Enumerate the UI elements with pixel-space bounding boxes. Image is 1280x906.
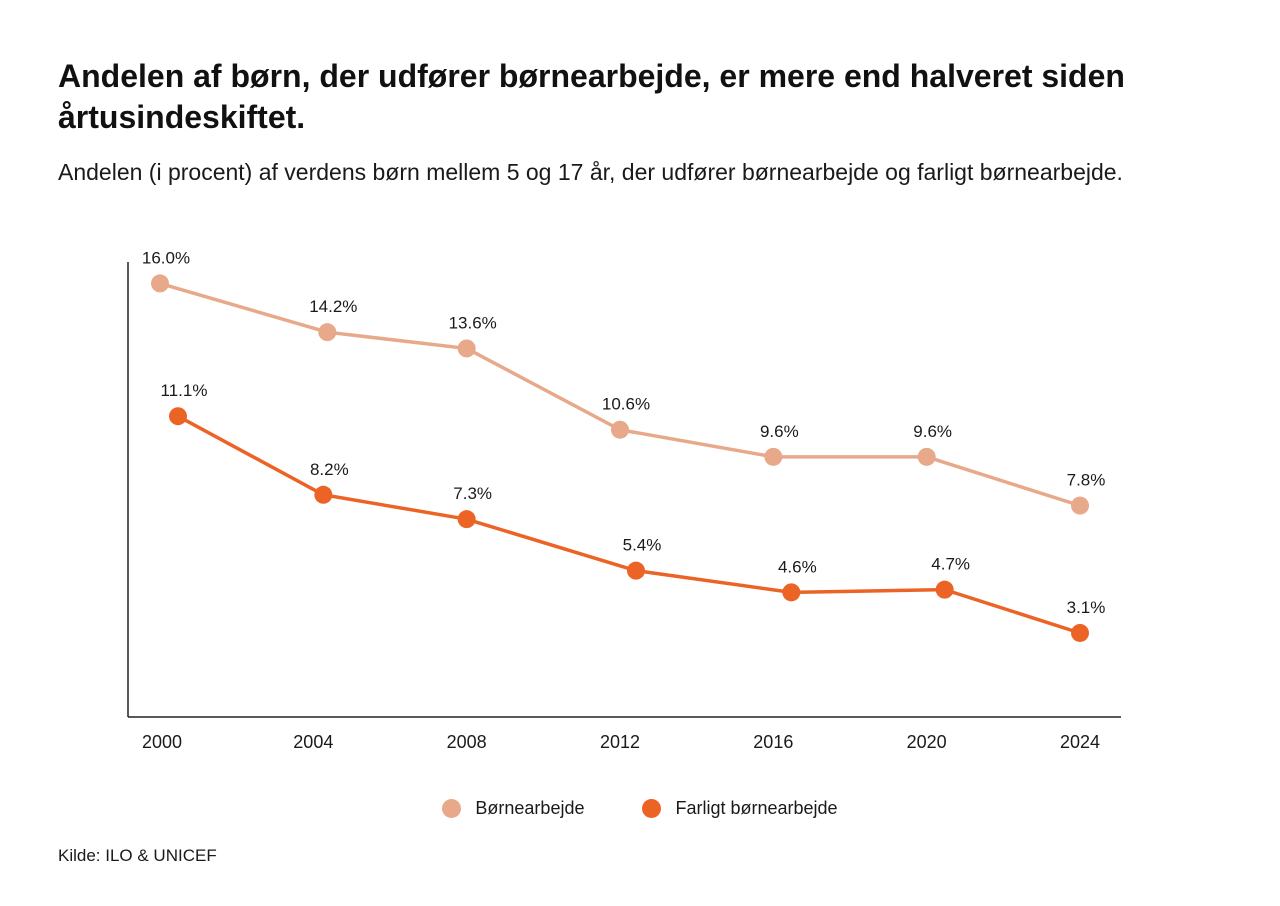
series-points bbox=[151, 274, 1089, 642]
series-lines bbox=[159, 281, 1081, 635]
x-tick-label: 2000 bbox=[142, 732, 182, 752]
data-point bbox=[1071, 496, 1089, 515]
legend: Børnearbejde Farligt børnearbejde bbox=[0, 798, 1280, 819]
x-tick-labels: 2000 2004 2008 2012 2016 2020 2024 bbox=[142, 732, 1100, 752]
data-label: 7.8% bbox=[1067, 471, 1106, 490]
data-label: 5.4% bbox=[623, 536, 662, 555]
data-point bbox=[151, 274, 169, 293]
source-note: Kilde: ILO & UNICEF bbox=[58, 846, 217, 865]
data-point bbox=[611, 420, 629, 439]
data-point bbox=[457, 510, 476, 529]
line-chart: 16.0% 14.2% 13.6% 10.6% 9.6% 9.6% 7.8% 11.1% 8.2… bbox=[127, 248, 1121, 752]
data-label: 3.1% bbox=[1067, 598, 1106, 617]
data-point bbox=[169, 407, 187, 426]
legend-label: Børnearbejde bbox=[475, 798, 585, 818]
data-label: 8.2% bbox=[310, 460, 349, 479]
data-label: 9.6% bbox=[760, 422, 799, 441]
legend-label: Farligt børnearbejde bbox=[675, 798, 838, 818]
data-label: 9.6% bbox=[913, 422, 952, 441]
data-point bbox=[457, 339, 476, 358]
data-point bbox=[627, 561, 645, 580]
chart-title: Andelen af børn, der udfører børnearbejd… bbox=[58, 58, 1125, 135]
data-label: 4.6% bbox=[778, 557, 817, 576]
data-label: 10.6% bbox=[602, 395, 650, 414]
legend-item-farligt: Farligt børnearbejde bbox=[642, 798, 838, 819]
x-tick-label: 2024 bbox=[1060, 732, 1100, 752]
data-point bbox=[782, 583, 801, 602]
x-tick-label: 2004 bbox=[293, 732, 333, 752]
chart-subtitle: Andelen (i procent) af verdens børn mell… bbox=[58, 159, 1123, 185]
x-tick-label: 2012 bbox=[600, 732, 640, 752]
data-point bbox=[764, 447, 783, 466]
data-label: 16.0% bbox=[142, 248, 190, 267]
data-label: 14.2% bbox=[309, 297, 357, 316]
data-label: 4.7% bbox=[931, 555, 970, 574]
data-point bbox=[318, 323, 337, 342]
x-tick-label: 2008 bbox=[447, 732, 487, 752]
data-label: 11.1% bbox=[161, 381, 208, 400]
legend-swatch-dark bbox=[642, 799, 662, 818]
data-point bbox=[935, 580, 954, 599]
x-tick-label: 2016 bbox=[753, 732, 793, 752]
chart-axes bbox=[127, 262, 1121, 718]
data-point bbox=[917, 447, 936, 466]
data-label: 13.6% bbox=[449, 313, 497, 332]
data-point bbox=[1071, 623, 1089, 642]
legend-swatch-light bbox=[442, 799, 462, 818]
data-point bbox=[314, 485, 333, 504]
series-line-farligt bbox=[177, 414, 1081, 635]
x-tick-label: 2020 bbox=[907, 732, 947, 752]
data-label: 7.3% bbox=[453, 484, 492, 503]
legend-item-bornearbejde: Børnearbejde bbox=[442, 798, 584, 819]
data-labels: 16.0% 14.2% 13.6% 10.6% 9.6% 9.6% 7.8% 11.1% 8.2… bbox=[142, 248, 1105, 617]
